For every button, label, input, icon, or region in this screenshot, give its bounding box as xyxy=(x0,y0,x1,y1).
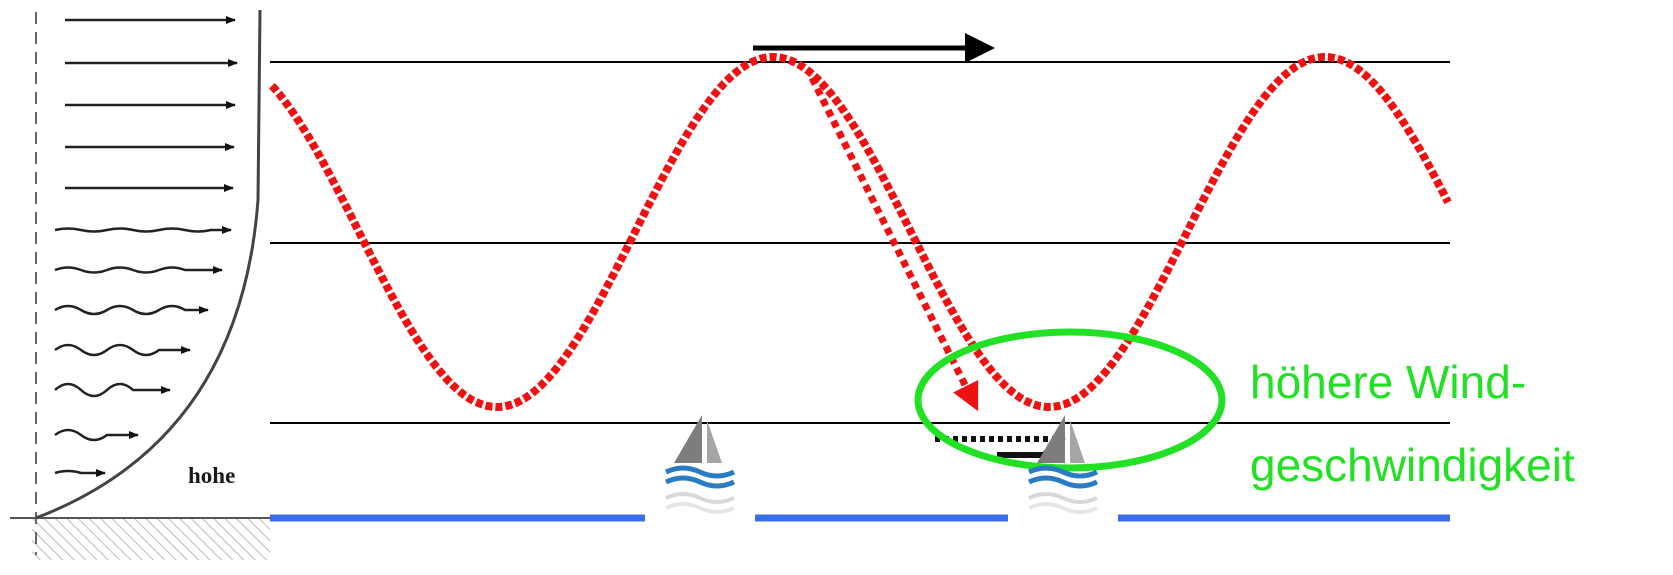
wave-curve xyxy=(269,52,1452,412)
profile-arrow-12 xyxy=(54,469,106,477)
annotation-line-2: geschwindigkeit xyxy=(1250,439,1575,491)
wind-profile-panel: hohe xyxy=(10,9,270,560)
ground-hatch xyxy=(32,518,270,560)
profile-arrow-8 xyxy=(54,304,209,316)
main-diagram xyxy=(269,33,1452,522)
profile-arrows xyxy=(54,16,238,477)
profile-arrow-11 xyxy=(54,428,139,442)
annotation-line-1: höhere Wind- xyxy=(1250,356,1526,408)
red-dotted-arrow xyxy=(808,76,979,412)
profile-label: hohe xyxy=(188,463,235,488)
sailboat-icon xyxy=(1027,415,1099,514)
profile-arrow-6 xyxy=(54,226,232,234)
profile-arrow-7 xyxy=(54,266,223,274)
profile-arrow-10 xyxy=(54,382,171,398)
highlight-ellipse xyxy=(914,328,1226,472)
sailboat-icon xyxy=(664,415,736,514)
profile-arrow-9 xyxy=(54,343,191,357)
velocity-profile-curve xyxy=(35,9,262,520)
